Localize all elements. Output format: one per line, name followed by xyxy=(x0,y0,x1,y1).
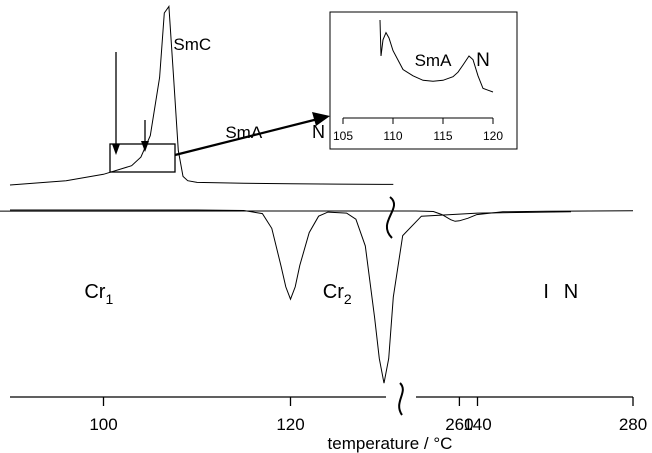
inset-phase-label: N xyxy=(476,50,490,71)
zoom-arrow-line xyxy=(174,116,323,157)
inset-phase-label: SmA xyxy=(415,51,453,70)
zoom-box xyxy=(109,143,176,173)
inset-x-tick-label: 105 xyxy=(333,129,353,143)
axis-break-mark-axis xyxy=(398,382,404,416)
inset-x-tick-label: 115 xyxy=(433,129,452,143)
sma-arrow-head xyxy=(141,141,149,152)
phase-label: N xyxy=(564,281,578,303)
x-axis-title: temperature / °C xyxy=(328,434,453,453)
smc-arrow-head xyxy=(112,144,120,155)
x-tick-label: 100 xyxy=(89,415,117,434)
x-tick-label: 260 xyxy=(445,415,473,434)
phase-label: SmA xyxy=(225,123,263,142)
inset-curve xyxy=(379,19,494,93)
inset-x-tick-label: 110 xyxy=(383,129,402,143)
axis-break-mark-traces xyxy=(385,196,396,239)
inset-plot: 105 110 115 120 SmA N xyxy=(329,11,518,150)
phase-label: I xyxy=(543,281,549,303)
inset-x-tick-label: 120 xyxy=(483,129,503,143)
cooling-curve-low-range xyxy=(10,209,572,384)
phase-label: Cr2 xyxy=(323,281,352,307)
zoom-arrow-head xyxy=(312,112,330,126)
phase-label: SmC xyxy=(173,35,211,54)
x-tick-label: 140 xyxy=(463,415,491,434)
heating-curve xyxy=(9,5,394,186)
x-tick-label: 120 xyxy=(276,415,304,434)
phase-label: Cr1 xyxy=(84,281,113,307)
main-traces xyxy=(0,5,634,384)
cooling-curve-high-range xyxy=(0,210,634,222)
x-tick-label: 280 xyxy=(619,415,647,434)
phase-label: N xyxy=(312,122,325,142)
